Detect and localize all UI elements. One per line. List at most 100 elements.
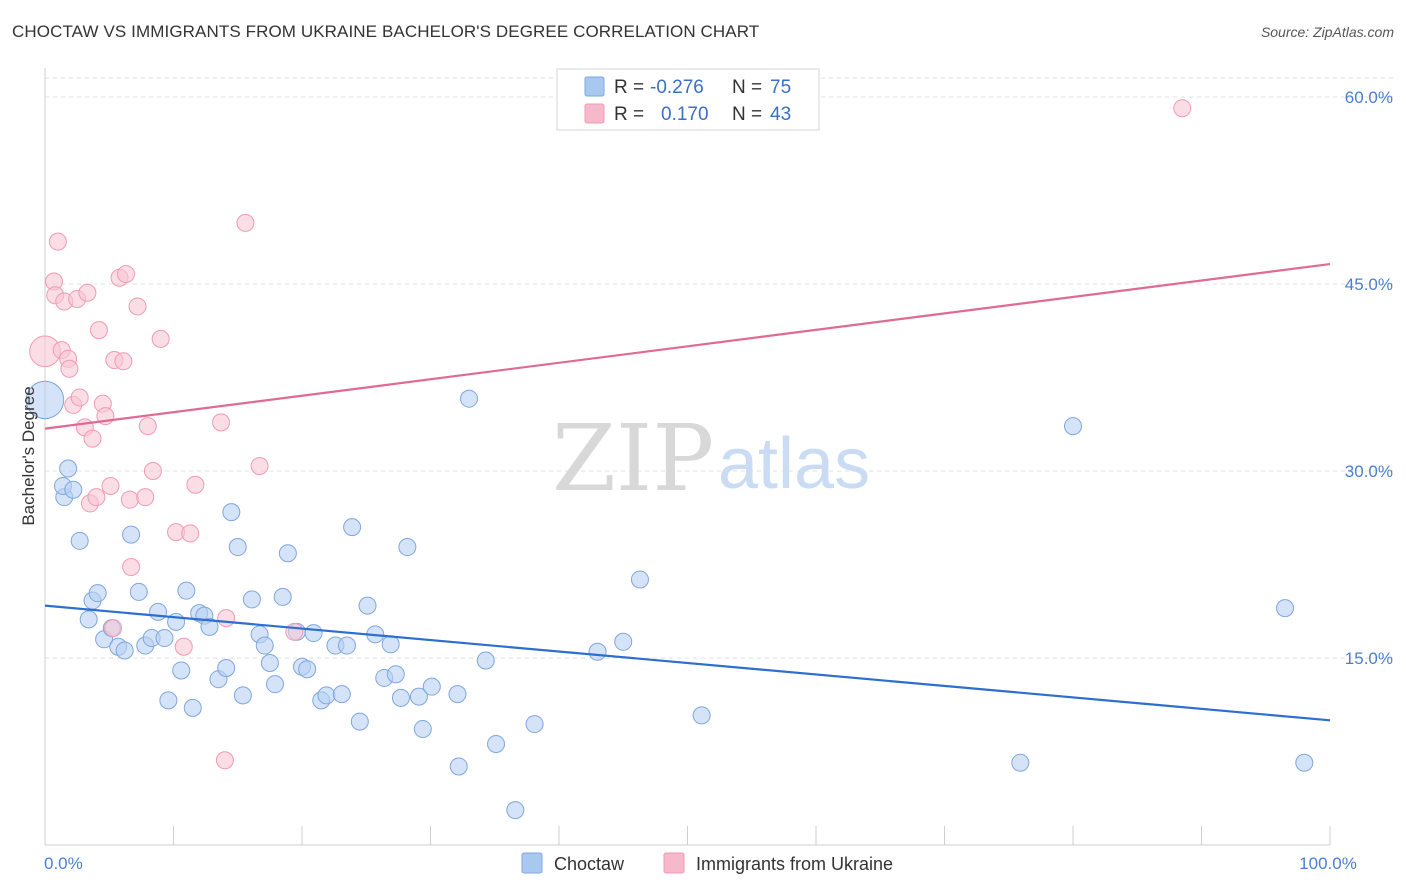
ukraine-point <box>217 609 236 628</box>
choctaw-point <box>177 581 196 600</box>
choctaw-point <box>233 686 252 705</box>
stats-legend-swatch-ukraine <box>584 103 605 124</box>
bottom-legend-label-choctaw: Choctaw <box>554 854 625 874</box>
choctaw-point <box>391 688 410 707</box>
stats-legend-r-label-choctaw: R = <box>614 77 644 98</box>
bottom-legend-label-ukraine: Immigrants from Ukraine <box>696 854 893 874</box>
choctaw-point <box>317 686 336 705</box>
choctaw-points <box>25 380 1314 820</box>
choctaw-point <box>278 544 297 563</box>
choctaw-point <box>381 635 400 654</box>
choctaw-point <box>25 380 65 420</box>
choctaw-point <box>692 706 711 725</box>
choctaw-point <box>260 653 279 672</box>
ukraine-point <box>138 417 157 436</box>
watermark-atlas: atlas <box>718 424 870 504</box>
ukraine-point <box>87 488 106 507</box>
ukraine-point <box>250 457 269 476</box>
ukraine-point <box>83 429 102 448</box>
ukraine-point <box>174 637 193 656</box>
ukraine-point <box>122 557 141 576</box>
choctaw-point <box>255 636 274 655</box>
choctaw-point <box>304 624 323 643</box>
choctaw-point <box>506 801 525 820</box>
choctaw-point <box>298 660 317 679</box>
choctaw-point <box>1011 753 1030 772</box>
choctaw-point <box>155 629 174 648</box>
stats-legend-n-value-ukraine: 43 <box>770 104 791 125</box>
ukraine-point <box>89 321 108 340</box>
watermark-zip: ZIP <box>552 405 714 512</box>
choctaw-point <box>159 691 178 710</box>
choctaw-point <box>448 685 467 704</box>
ukraine-point <box>236 213 255 232</box>
choctaw-point <box>332 685 351 704</box>
y-tick-label: 45.0% <box>1345 275 1393 294</box>
bottom-legend: Choctaw Immigrants from Ukraine <box>521 852 893 874</box>
y-tick-label: 30.0% <box>1345 462 1393 481</box>
chart-title: CHOCTAW VS IMMIGRANTS FROM UKRAINE BACHE… <box>12 22 760 41</box>
y-tick-label: 60.0% <box>1345 88 1393 107</box>
ukraine-point <box>60 359 79 378</box>
ukraine-point <box>136 488 155 507</box>
ukraine-point <box>1173 99 1192 118</box>
ukraine-point <box>120 490 139 509</box>
y-tick-label: 15.0% <box>1345 649 1393 668</box>
choctaw-point <box>630 570 649 589</box>
choctaw-point <box>242 590 261 609</box>
choctaw-point <box>200 617 219 636</box>
choctaw-point <box>129 582 148 601</box>
ukraine-point <box>70 388 89 407</box>
choctaw-point <box>358 596 377 615</box>
ukraine-point <box>101 476 120 495</box>
choctaw-point <box>79 610 98 629</box>
choctaw-point <box>343 518 362 537</box>
choctaw-trend-line <box>44 604 1331 722</box>
source-label: Source: ZipAtlas.com <box>1260 24 1394 40</box>
choctaw-point <box>525 715 544 734</box>
ukraine-point <box>143 462 162 480</box>
choctaw-point <box>350 712 369 731</box>
choctaw-point <box>88 584 107 603</box>
choctaw-point <box>149 602 168 621</box>
x-tick-label-min: 0.0% <box>44 854 83 873</box>
choctaw-point <box>614 632 633 651</box>
y-axis-label: Bachelor's Degree <box>19 386 38 525</box>
gridlines <box>45 77 1393 659</box>
ukraine-point <box>116 265 135 284</box>
ukraine-point <box>128 297 147 316</box>
watermark: ZIP atlas <box>552 405 870 512</box>
bottom-legend-swatch-ukraine <box>663 852 685 874</box>
choctaw-point <box>422 677 441 696</box>
x-tick-label-max: 100.0% <box>1299 854 1357 873</box>
choctaw-point <box>59 459 78 478</box>
choctaw-point <box>228 538 247 557</box>
choctaw-point <box>222 503 241 522</box>
ukraine-trend-line <box>44 262 1331 430</box>
choctaw-point <box>122 525 141 544</box>
choctaw-point <box>64 480 83 499</box>
choctaw-point <box>413 720 432 739</box>
ukraine-point <box>186 475 205 494</box>
stats-legend-n-value-choctaw: 75 <box>770 77 791 98</box>
choctaw-point <box>398 538 417 557</box>
choctaw-point <box>1295 753 1314 772</box>
choctaw-point <box>217 658 236 677</box>
stats-legend-swatch-choctaw <box>584 76 605 97</box>
stats-legend-r-value-choctaw: -0.276 <box>650 77 704 98</box>
ukraine-point <box>48 232 67 251</box>
x-axis <box>44 826 1331 846</box>
ukraine-point <box>104 619 123 638</box>
choctaw-point <box>588 642 607 661</box>
ukraine-point <box>181 524 200 543</box>
ukraine-point <box>285 622 304 641</box>
ukraine-point <box>212 413 231 432</box>
choctaw-point <box>449 757 468 776</box>
stats-legend-n-label-ukraine: N = <box>732 104 762 125</box>
choctaw-point <box>273 587 292 606</box>
stats-legend: R = -0.276 N = 75 R = 0.170 N = 43 <box>556 68 820 131</box>
ukraine-point <box>151 329 170 348</box>
choctaw-point <box>487 735 506 754</box>
y-tick-labels: 15.0% 30.0% 45.0% 60.0% <box>1345 88 1393 668</box>
